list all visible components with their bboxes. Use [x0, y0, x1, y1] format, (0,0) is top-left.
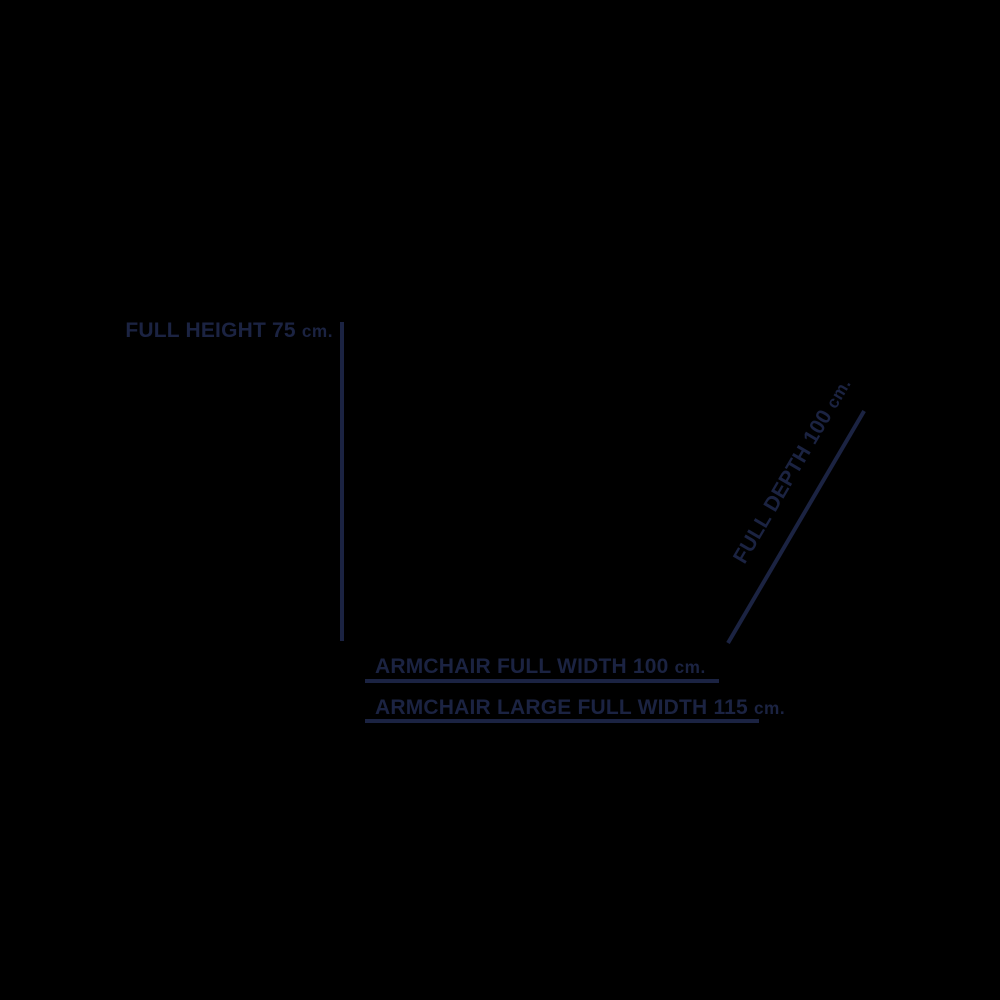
armchair-full-width-label: ARMCHAIR FULL WIDTH 100 cm.	[375, 656, 706, 678]
armchair-full-width-dimension-line	[365, 679, 719, 683]
height-dimension-line	[340, 322, 344, 641]
full-depth-label: FULL DEPTH 100 cm.	[729, 374, 855, 568]
full-height-label: FULL HEIGHT 75 cm.	[125, 320, 333, 342]
armchair-large-full-width-dimension-line	[365, 719, 759, 723]
full-height-unit: cm.	[301, 321, 333, 341]
armchair-large-full-width-text: ARMCHAIR LARGE FULL WIDTH 115	[375, 696, 748, 719]
armchair-large-full-width-label: ARMCHAIR LARGE FULL WIDTH 115 cm.	[375, 697, 785, 719]
full-depth-unit: cm.	[821, 374, 855, 412]
armchair-full-width-text: ARMCHAIR FULL WIDTH 100	[375, 655, 669, 678]
armchair-large-full-width-unit: cm.	[753, 698, 786, 718]
full-height-text: FULL HEIGHT 75	[125, 319, 296, 342]
armchair-full-width-unit: cm.	[674, 657, 706, 677]
